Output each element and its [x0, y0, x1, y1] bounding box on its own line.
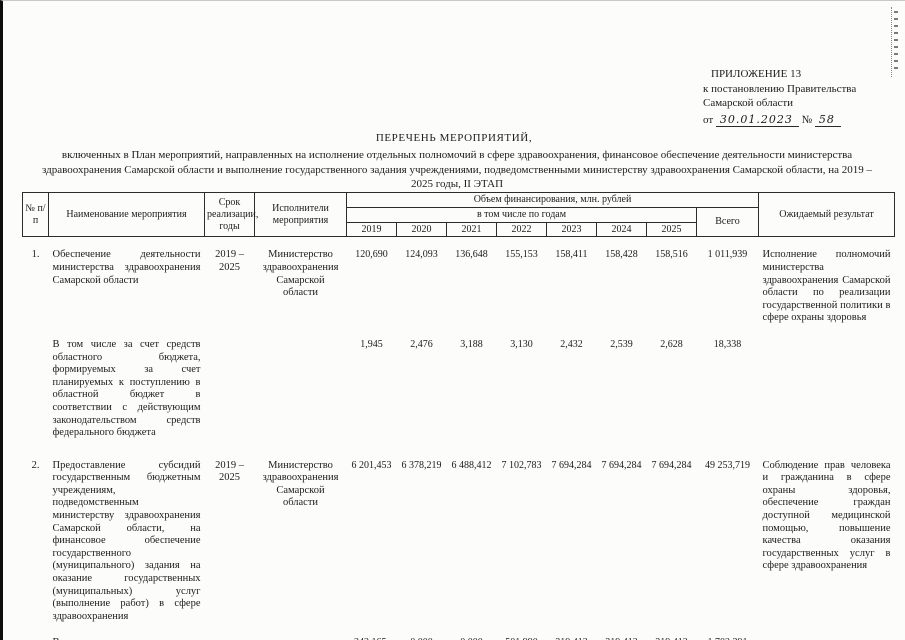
appendix-number: ПРИЛОЖЕНИЕ 13	[711, 68, 802, 80]
table-body: 1. Обеспечение деятельности министерства…	[23, 237, 895, 640]
appendix-dateline: от 30.01.2023 № 58	[703, 112, 879, 128]
cell-value-2025: 2,628	[660, 338, 683, 350]
cell-value-2023: 2,432	[560, 338, 583, 350]
cell-value-2021: 6 488,412	[451, 459, 492, 471]
page-subtitle: включенных в План мероприятий, направлен…	[42, 149, 872, 191]
col-header-name: Наименование мероприятия	[48, 191, 205, 238]
cell-result: Соблюдение прав человека и гражданина в …	[762, 459, 891, 572]
cell-term: 2019 – 2025	[215, 459, 244, 484]
cell-name: В том числе расходы на увеличение фонда …	[49, 625, 205, 640]
cell-num: 2.	[31, 459, 40, 471]
cell-executor: Министерство здравоохранения Самарской о…	[262, 459, 339, 509]
cell-value-2022: 7 102,783	[501, 459, 542, 471]
appendix-region-line: Самарской области	[703, 97, 794, 110]
col-header-year-2025: 2025	[646, 221, 697, 238]
cell-num	[23, 625, 49, 640]
cell-value-2024: 158,428	[605, 249, 638, 261]
handwritten-date: 30.01.2023	[715, 112, 799, 127]
table-subrow: В том числе за счет средств областного б…	[23, 327, 895, 442]
cell-value-2020: 6 378,219	[401, 459, 442, 471]
cell-value-2020: 0,000	[397, 625, 447, 640]
col-header-year-2024: 2024	[596, 221, 647, 238]
cell-value-2020: 2,476	[410, 338, 433, 350]
cell-result	[759, 327, 895, 442]
cell-value-2023: 319,412	[547, 625, 597, 640]
cell-name: В том числе за счет средств областного б…	[52, 338, 201, 439]
cell-total: 49 253,719	[705, 459, 750, 471]
table-row: 1. Обеспечение деятельности министерства…	[23, 237, 895, 327]
cell-value-2022: 155,153	[505, 249, 538, 261]
cell-num: 1.	[31, 249, 40, 261]
cell-value-2019: 6 201,453	[351, 459, 392, 471]
cell-value-2021: 136,648	[455, 249, 488, 261]
cell-executor: Министерство здравоохранения Самарской о…	[262, 249, 339, 299]
activities-table: № п/п Наименование мероприятия Срок реал…	[22, 191, 895, 640]
col-header-num: № п/п	[22, 191, 49, 238]
cell-executor	[255, 625, 347, 640]
cell-value-2021: 3,188	[460, 338, 483, 350]
cell-total: 18,338	[713, 338, 742, 350]
cell-value-2020: 124,093	[405, 249, 438, 261]
cell-name: Обеспечение деятельности министерства зд…	[52, 249, 201, 286]
cell-num	[23, 327, 49, 442]
col-header-by-years: в том числе по годам	[346, 206, 697, 223]
col-header-year-2021: 2021	[446, 221, 497, 238]
cell-name: Предоставление субсидий государственным …	[52, 459, 201, 622]
col-header-year-2020: 2020	[396, 221, 447, 238]
col-header-executor: Исполнители мероприятия	[254, 191, 347, 238]
cell-value-2025: 158,516	[655, 249, 688, 261]
cell-value-2021: 0,000	[447, 625, 497, 640]
cell-value-2019: 242,165.	[347, 625, 397, 640]
col-header-result: Ожидаемый результат	[758, 191, 895, 238]
table-header: № п/п Наименование мероприятия Срок реал…	[22, 191, 895, 238]
col-header-year-2022: 2022	[496, 221, 547, 238]
cell-value-2019: 1,945	[360, 338, 383, 350]
cell-term	[205, 625, 255, 640]
cell-value-2019: 120,690	[355, 249, 388, 261]
handwritten-number: 58	[814, 112, 841, 127]
col-header-year-2023: 2023	[546, 221, 597, 238]
cell-term: 2019 – 2025	[215, 249, 244, 273]
cell-value-2023: 158,411	[555, 249, 588, 261]
cell-value-2025: 319,412	[647, 625, 697, 640]
cell-term	[205, 327, 255, 442]
cell-value-2025: 7 694,284	[651, 459, 692, 471]
appendix-block: ПРИЛОЖЕНИЕ 13 к постановлению Правительс…	[703, 67, 879, 127]
cell-value-2024: 319,412	[597, 625, 647, 640]
scan-artifact	[891, 7, 901, 77]
cell-total: 1 702,391	[697, 625, 759, 640]
cell-total: 1 011,939	[707, 249, 748, 261]
cell-result: Исполнение полномочий министерства здрав…	[762, 249, 891, 324]
col-header-financing: Объем финансирования, млн. рублей	[346, 192, 759, 208]
number-sign: №	[801, 113, 813, 126]
appendix-resolution-line: к постановлению Правительства	[703, 82, 857, 95]
col-header-term: Срок реализации, годы	[204, 191, 258, 238]
date-prefix: от	[703, 113, 714, 126]
col-header-year-2019: 2019	[346, 221, 397, 238]
table-subrow: В том числе расходы на увеличение фонда …	[23, 625, 895, 640]
cell-result	[759, 625, 895, 640]
cell-executor	[255, 327, 347, 442]
table-row: 2. Предоставление субсидий государственн…	[23, 442, 895, 626]
page-title: ПЕРЕЧЕНЬ МЕРОПРИЯТИЙ,	[375, 132, 533, 144]
cell-value-2024: 7 694,284	[601, 459, 642, 471]
col-header-total: Всего	[696, 206, 759, 238]
cell-value-2022: 501,990	[497, 625, 547, 640]
cell-value-2024: 2,539	[610, 338, 633, 350]
cell-value-2023: 7 694,284	[551, 459, 592, 471]
cell-value-2022: 3,130	[510, 338, 533, 350]
